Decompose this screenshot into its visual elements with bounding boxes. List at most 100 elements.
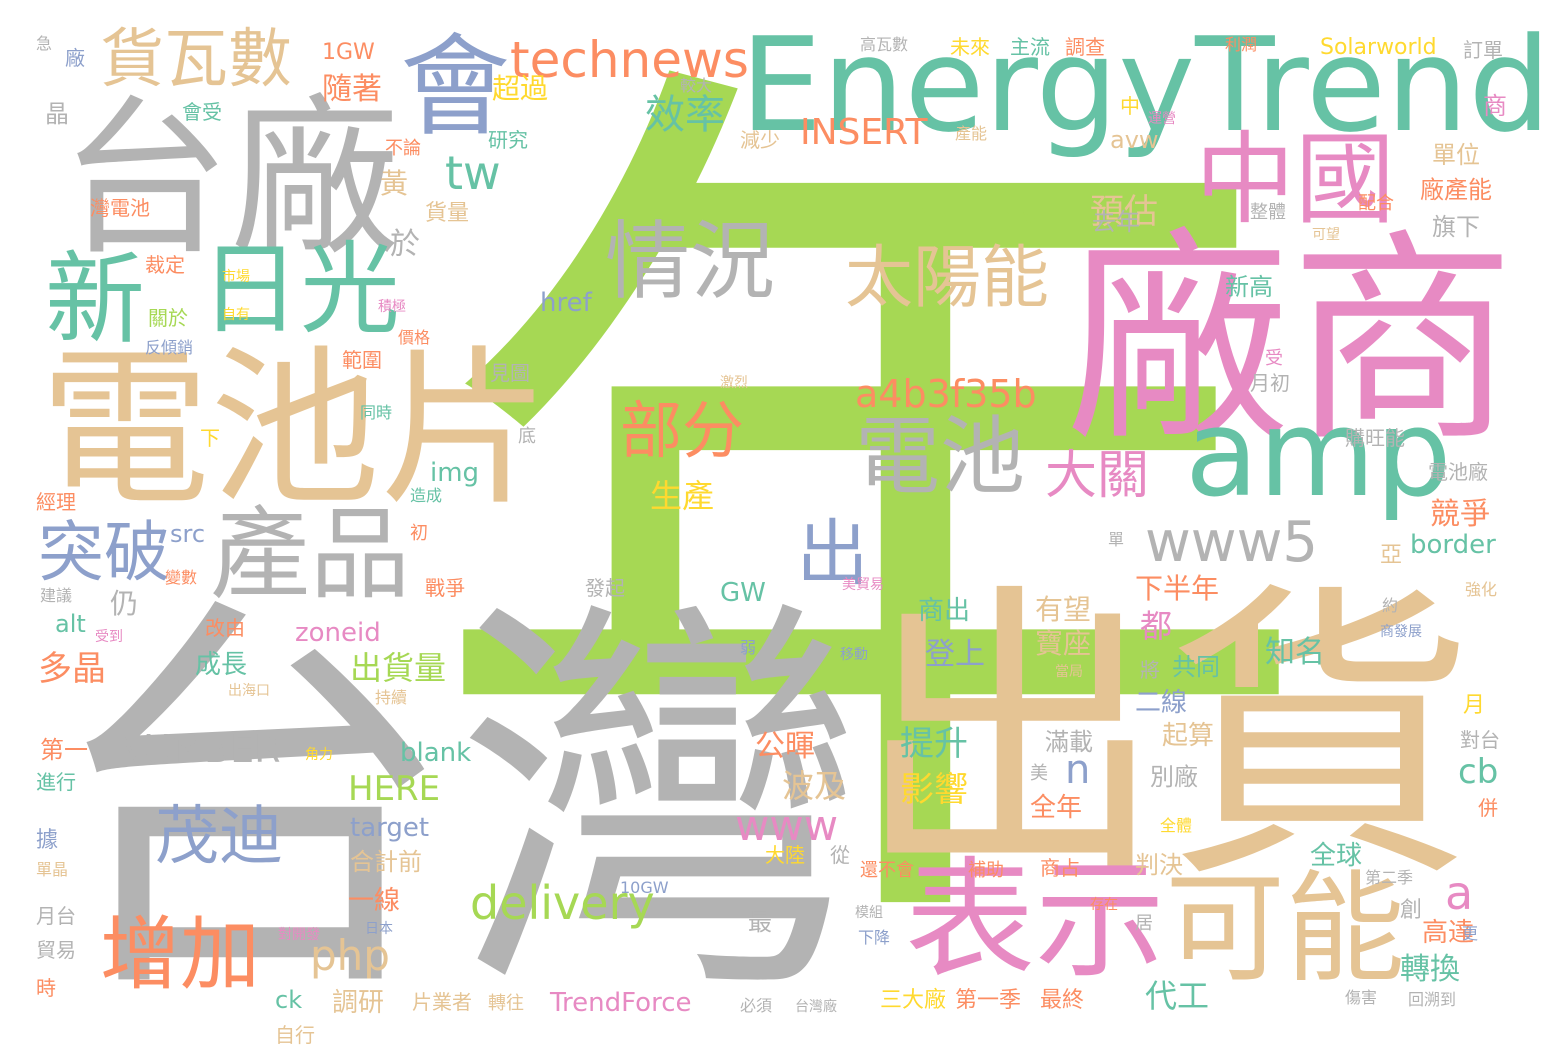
- word-erxian: 二線: [1135, 688, 1188, 718]
- word-jingli: 經理: [36, 490, 76, 514]
- word-ruo: 弱: [740, 638, 757, 657]
- word-shangzhan: 商占: [1040, 856, 1080, 880]
- word-cb: cb: [1458, 752, 1499, 792]
- word-yanjiu: 研究: [488, 128, 528, 152]
- word-zhiming: 知名: [1265, 635, 1325, 670]
- word-tengw: 10GW: [620, 878, 669, 897]
- word-zhongguo: 中國: [1195, 121, 1395, 238]
- word-heji: 合計前: [350, 848, 422, 876]
- word-huang: 黃: [380, 167, 409, 200]
- word-danjing: 單晶: [36, 860, 69, 879]
- word-bufen: 部分: [620, 394, 745, 467]
- word-daguan: 大關: [1045, 446, 1150, 506]
- word-www: www: [735, 801, 839, 850]
- word-www5: www5: [1145, 510, 1319, 575]
- word-diyiji: 第一季: [955, 988, 1022, 1013]
- word-jiaoda: 較大: [680, 76, 713, 95]
- word-shangfazhan: 商發展: [1380, 624, 1422, 640]
- word-shangchu: 商出: [918, 596, 971, 626]
- word-dalu: 大陸: [765, 843, 805, 867]
- word-huoliang: 貨量: [425, 201, 470, 226]
- word-alt: alt: [55, 610, 86, 638]
- word-jianyi: 建議: [40, 586, 73, 605]
- word-ribai: 日本: [365, 921, 393, 937]
- word-ck: ck: [275, 986, 303, 1014]
- word-biaoshi: 表示: [905, 844, 1166, 996]
- word-zhuanwang: 轉往: [488, 993, 524, 1014]
- word-jingzheng: 競爭: [1430, 497, 1490, 532]
- word-duo: 都: [1140, 607, 1173, 645]
- word-yuetai: 月台: [36, 904, 76, 928]
- word-tw: tw: [445, 146, 501, 200]
- word-a: a: [1445, 866, 1474, 920]
- word-yunying: 運營: [1148, 111, 1176, 127]
- word-ya: 亞: [1380, 543, 1403, 568]
- word-zuizhong: 最終: [1040, 988, 1085, 1013]
- word-shangshort: 商: [1483, 92, 1507, 120]
- word-avw: avw: [1110, 126, 1159, 154]
- word-nian: 年: [420, 0, 1320, 1043]
- word-jilie: 激烈: [720, 375, 748, 391]
- word-huisu: 回溯到: [1408, 990, 1457, 1009]
- word-panshi: 片業者: [412, 990, 472, 1014]
- word-technews: technews: [510, 31, 749, 89]
- word-suizhe: 隨著: [322, 72, 382, 107]
- word-shanghai: 傷害: [1345, 988, 1378, 1007]
- word-chixu: 持續: [375, 688, 408, 707]
- word-hui: 會: [400, 23, 510, 151]
- word-duitai: 對台: [1460, 728, 1500, 752]
- word-chukou: 出海口: [228, 683, 270, 699]
- word-number: NUMBER: [115, 727, 281, 771]
- word-solarworld: Solarworld: [1320, 35, 1437, 60]
- word-ju2: 居: [1135, 913, 1153, 934]
- word-dianchichang: 電池廠: [1428, 460, 1488, 484]
- word-shou: 受: [1265, 348, 1283, 369]
- word-zui: 最: [748, 908, 772, 936]
- word-chaoguo: 超過: [492, 72, 549, 105]
- word-taiwanchang: 台灣廠: [795, 999, 837, 1015]
- word-gonghui: 公暉: [755, 729, 815, 764]
- word-bing: 併: [1478, 796, 1498, 820]
- word-mei: 美: [1030, 763, 1048, 784]
- word-zoneid: zoneid: [295, 618, 381, 648]
- word-taiwan: 台灣: [45, 566, 865, 1044]
- word-bo: 波及: [782, 767, 847, 805]
- word-yidong: 移動: [840, 647, 868, 663]
- word-src: src: [170, 520, 206, 548]
- word-dianchi: 電池: [855, 408, 1026, 507]
- word-zhuliu: 主流: [1010, 35, 1050, 59]
- word-chuang: 創: [1400, 898, 1423, 923]
- word-trendforce: TrendForce: [550, 988, 692, 1018]
- word-gaiyou: 改由: [205, 616, 245, 640]
- word-zhanzheng: 戰爭: [425, 576, 465, 600]
- word-cunzai: 存在: [1090, 897, 1118, 913]
- word-huishou: 會受: [182, 100, 222, 124]
- word-dan: 單: [1108, 530, 1125, 549]
- word-chanzneng: 產能: [955, 124, 988, 143]
- word-weilai: 未來: [950, 35, 990, 59]
- word-zaocheng: 造成: [410, 486, 443, 505]
- word-reng: 仍: [110, 587, 139, 620]
- word-gaowashu: 高瓦數: [860, 35, 909, 54]
- word-zhixing: 自行: [275, 1023, 315, 1047]
- word-shoudao: 受到: [95, 629, 123, 645]
- word-di: 底: [518, 426, 536, 447]
- word-haidianchi: 灣電池: [90, 196, 150, 220]
- word-img: img: [430, 458, 480, 488]
- word-ji: 急: [36, 34, 53, 53]
- word-tongshi: 同時: [360, 403, 393, 422]
- word-faqi: 發起: [585, 576, 625, 600]
- word-yingxiang: 影響: [900, 770, 968, 810]
- word-jiaoli: 角力: [305, 747, 333, 763]
- word-blank: blank: [400, 738, 472, 768]
- word-onegw: 1GW: [322, 40, 375, 65]
- word-chanpin: 產品: [210, 496, 410, 613]
- word-amp: amp: [1185, 385, 1452, 524]
- word-panjue: 判決: [1135, 851, 1183, 879]
- word-geng: 更: [1462, 924, 1479, 943]
- word-shichang: 市場: [222, 269, 250, 285]
- word-ju: 據: [36, 828, 59, 853]
- word-qixia: 旗下: [1432, 213, 1480, 241]
- word-meimaoyi: 美貿易: [842, 577, 884, 593]
- word-qunian: 去年: [1092, 208, 1140, 236]
